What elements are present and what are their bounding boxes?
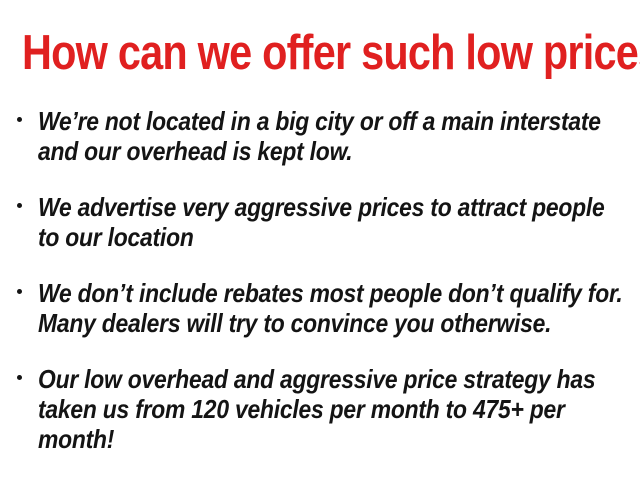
- bullet-point-icon: [17, 289, 22, 294]
- list-item: Our low overhead and aggressive price st…: [14, 364, 628, 454]
- list-item: We’re not located in a big city or off a…: [14, 106, 628, 166]
- page-title: How can we offer such low prices?: [22, 26, 640, 80]
- list-item-label: Our low overhead and aggressive price st…: [38, 364, 596, 454]
- list-item-label: We’re not located in a big city or off a…: [38, 106, 601, 166]
- list-item: We don’t include rebates most people don…: [14, 278, 628, 338]
- list-item-label: We advertise very aggressive prices to a…: [38, 192, 605, 252]
- list-item-label: We don’t include rebates most people don…: [38, 278, 623, 338]
- bullet-point-icon: [17, 375, 22, 380]
- title-block: How can we offer such low prices?: [22, 26, 640, 80]
- bullet-point-icon: [17, 203, 22, 208]
- bullet-point-icon: [17, 117, 22, 122]
- list-item: We advertise very aggressive prices to a…: [14, 192, 628, 252]
- bullet-list: We’re not located in a big city or off a…: [14, 106, 628, 454]
